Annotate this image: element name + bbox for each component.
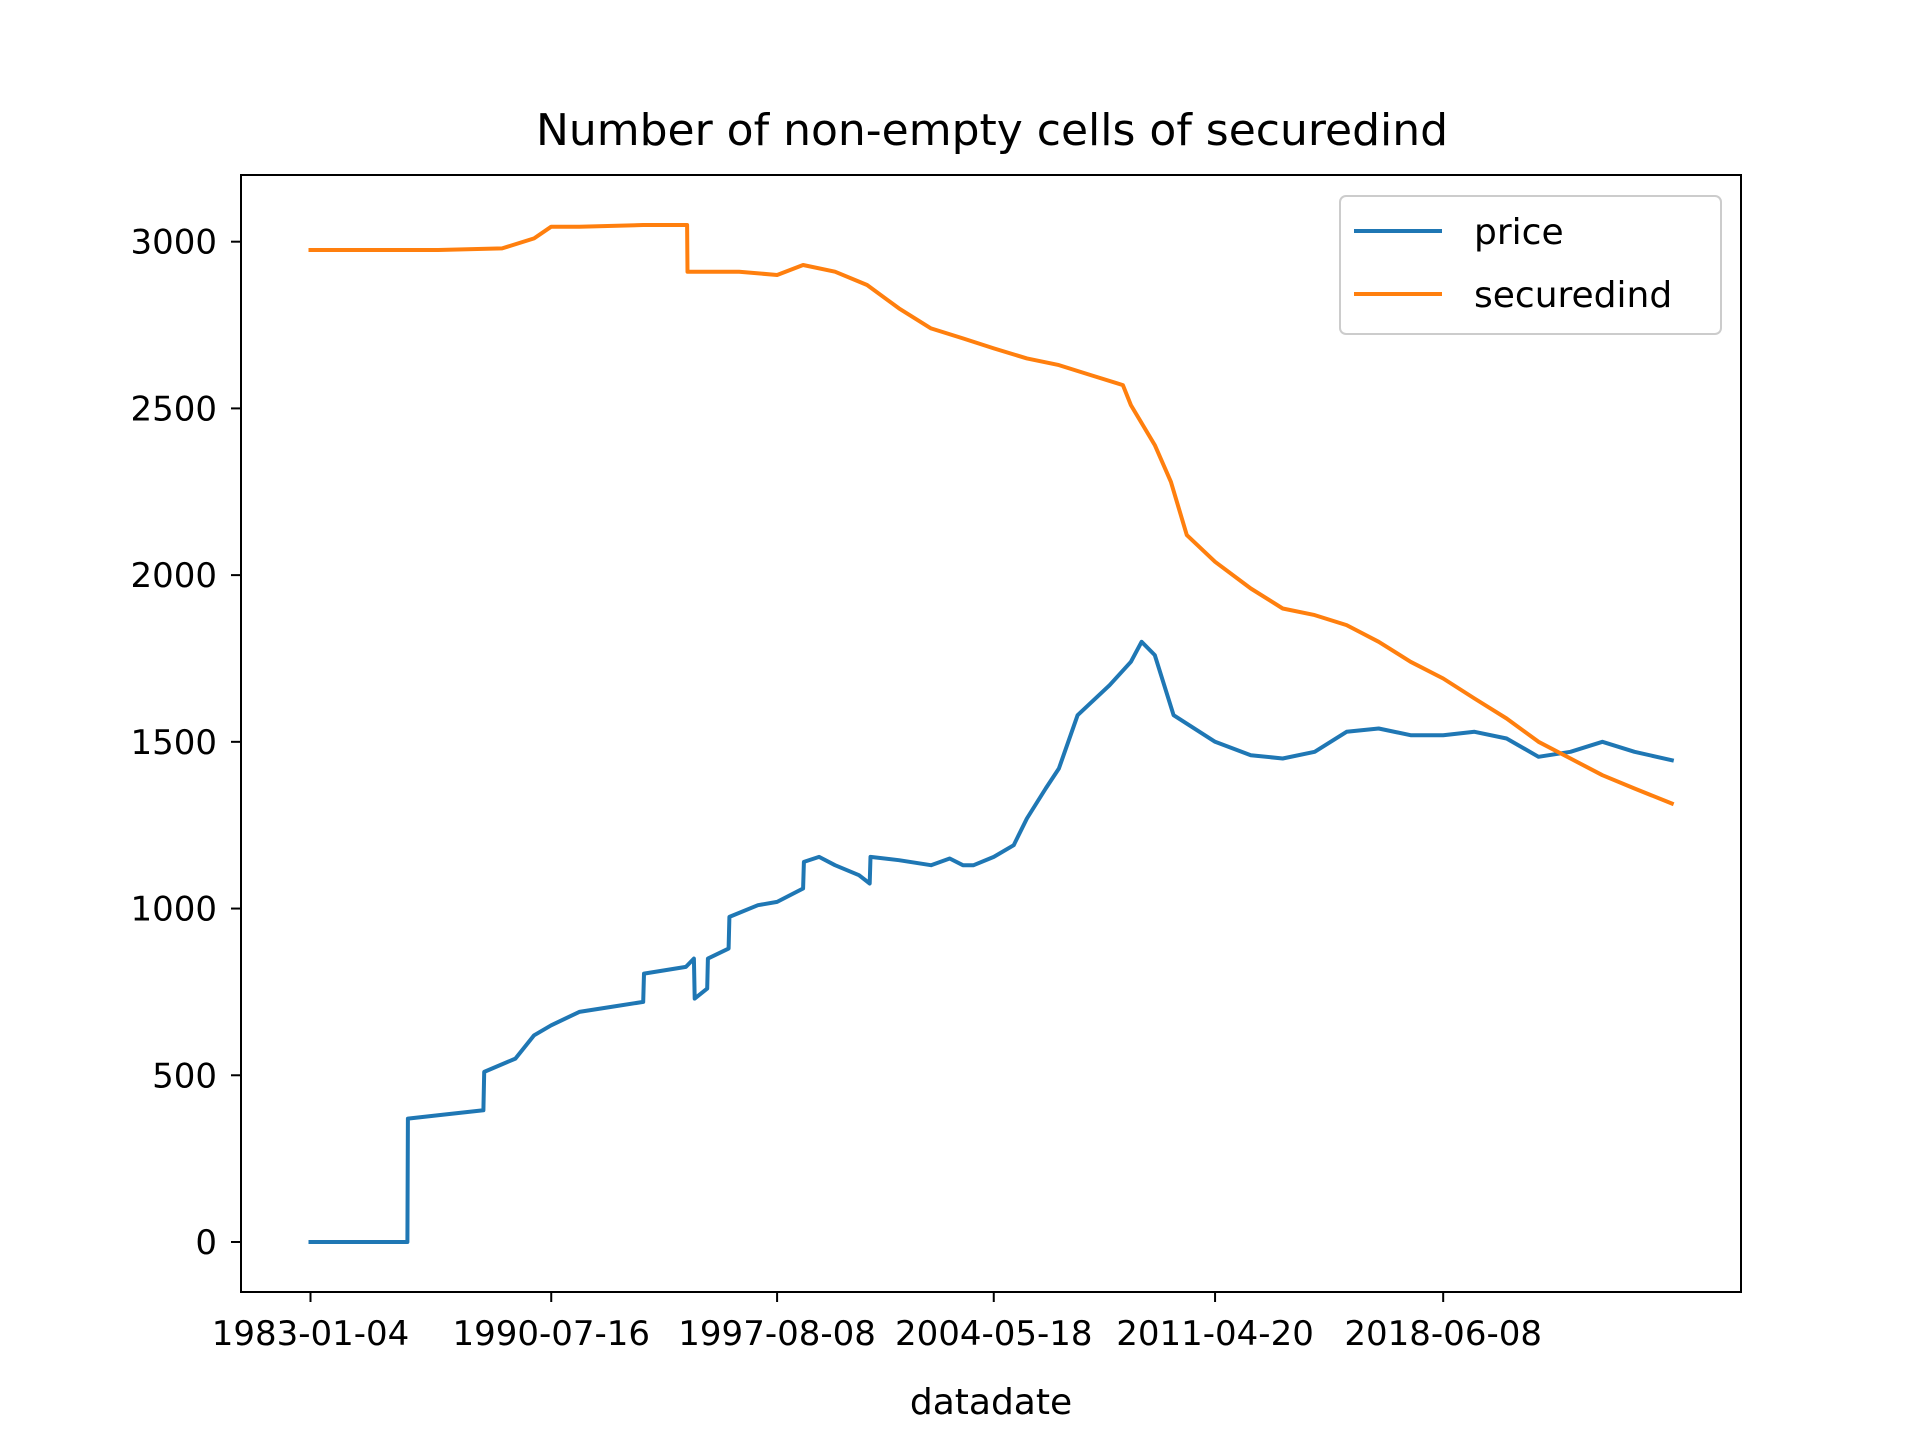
y-tick-label: 1000 (130, 890, 217, 930)
y-tick-label: 500 (152, 1056, 217, 1096)
x-tick-label: 1983-01-04 (212, 1314, 410, 1354)
chart-title: Number of non-empty cells of securedind (536, 105, 1448, 156)
y-tick-label: 2000 (130, 556, 217, 596)
legend-label-securedind: securedind (1474, 275, 1672, 316)
x-tick-label: 1997-08-08 (678, 1314, 876, 1354)
series-layer (308, 223, 1675, 1244)
x-tick-label: 2011-04-20 (1116, 1314, 1314, 1354)
x-tick-label: 1990-07-16 (452, 1314, 650, 1354)
y-tick-label: 2500 (130, 389, 217, 429)
x-tick-label: 2004-05-18 (895, 1314, 1093, 1354)
plot-frame (240, 174, 1742, 1293)
x-axis: 1983-01-04 1990-07-16 1997-08-08 2004-05-18… (212, 1292, 1542, 1354)
y-tick-label: 0 (195, 1223, 217, 1263)
legend-label-price: price (1474, 212, 1564, 253)
series-line-securedind (308, 223, 1675, 807)
legend: price securedind (1339, 195, 1722, 335)
y-axis: 0 500 1000 1500 2000 2500 3000 (130, 223, 241, 1263)
x-tick-label: 2018-06-08 (1344, 1314, 1542, 1354)
y-tick-label: 1500 (130, 723, 217, 763)
x-axis-label: datadate (910, 1382, 1072, 1423)
series-line-price (308, 639, 1675, 1244)
y-tick-label: 3000 (130, 223, 217, 263)
